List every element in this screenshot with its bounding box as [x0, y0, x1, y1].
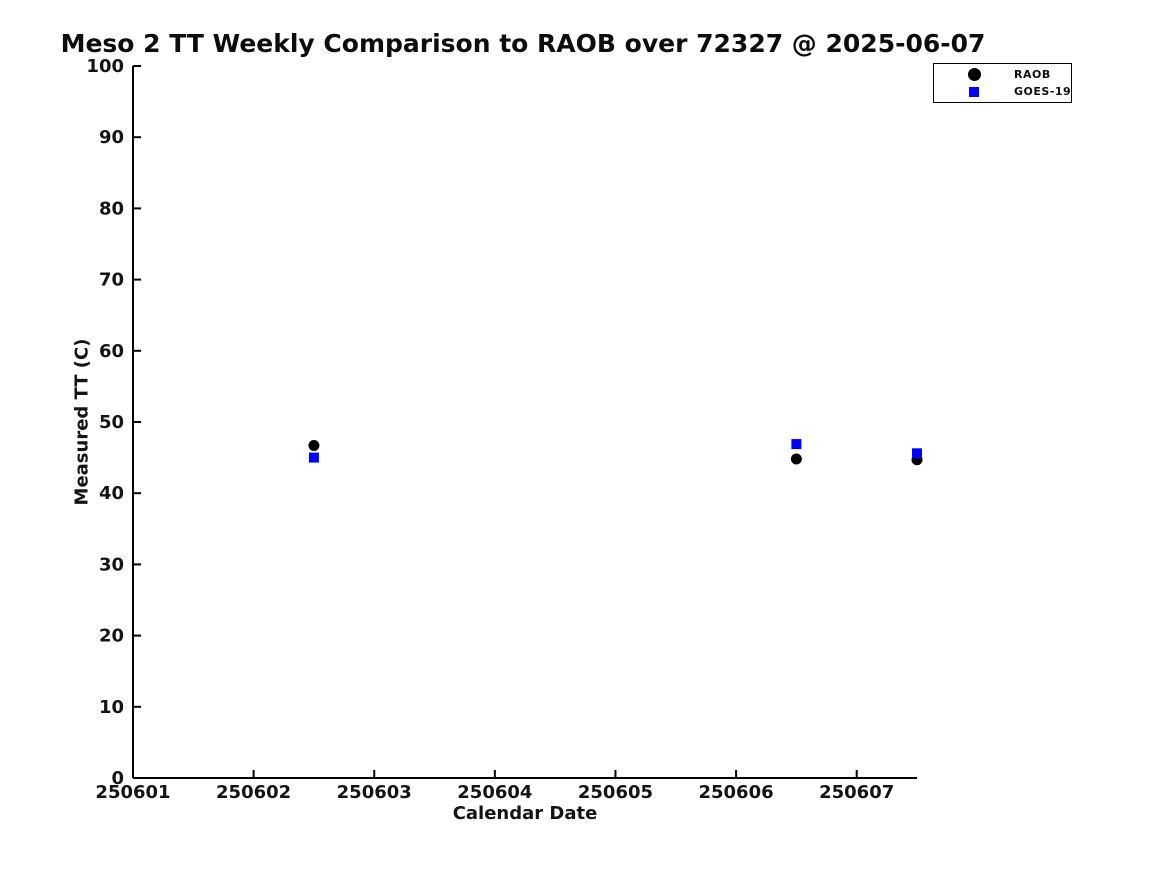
x-tick-label: 250602: [216, 782, 291, 803]
legend-label-raob: RAOB: [1014, 68, 1051, 81]
y-tick-label: 10: [99, 697, 124, 718]
goes-19-data-point: [912, 448, 922, 459]
y-tick-label: 80: [99, 198, 124, 219]
legend-label-goes-19: GOES-19: [1014, 85, 1072, 98]
x-tick-label: 250601: [95, 782, 170, 803]
y-tick-label: 50: [99, 412, 124, 433]
x-axis-label: Calendar Date: [452, 803, 598, 824]
legend: RAOB GOES-19: [933, 63, 1072, 103]
goes-19-square-marker-icon: [969, 86, 979, 97]
y-tick-label: 90: [99, 127, 124, 148]
y-tick-label: 40: [99, 483, 124, 504]
y-tick-label: 30: [99, 554, 124, 575]
legend-marker-cell: [934, 86, 1014, 97]
y-tick-label: 70: [99, 270, 124, 291]
y-tick-label: 60: [99, 341, 124, 362]
legend-item-goes-19: GOES-19: [934, 84, 1071, 100]
goes-19-data-point: [308, 452, 319, 463]
goes-19-data-point: [791, 439, 802, 450]
x-tick-label: 250606: [698, 782, 773, 803]
y-tick-label: 100: [86, 56, 124, 77]
legend-marker-cell: [934, 68, 1014, 81]
y-axis-label: Measured TT (C): [71, 338, 93, 506]
x-tick-label: 250607: [819, 782, 894, 803]
x-tick-label: 250604: [457, 782, 532, 803]
chart-title: Meso 2 TT Weekly Comparison to RAOB over…: [60, 29, 986, 58]
raob-data-point: [308, 439, 320, 451]
x-tick-label: 250603: [337, 782, 412, 803]
legend-item-raob: RAOB: [934, 67, 1071, 83]
y-tick-label: 0: [111, 768, 124, 789]
raob-data-point: [790, 453, 802, 465]
x-tick-label: 250605: [578, 782, 653, 803]
y-tick-label: 20: [99, 626, 124, 647]
raob-circle-marker-icon: [967, 68, 981, 81]
